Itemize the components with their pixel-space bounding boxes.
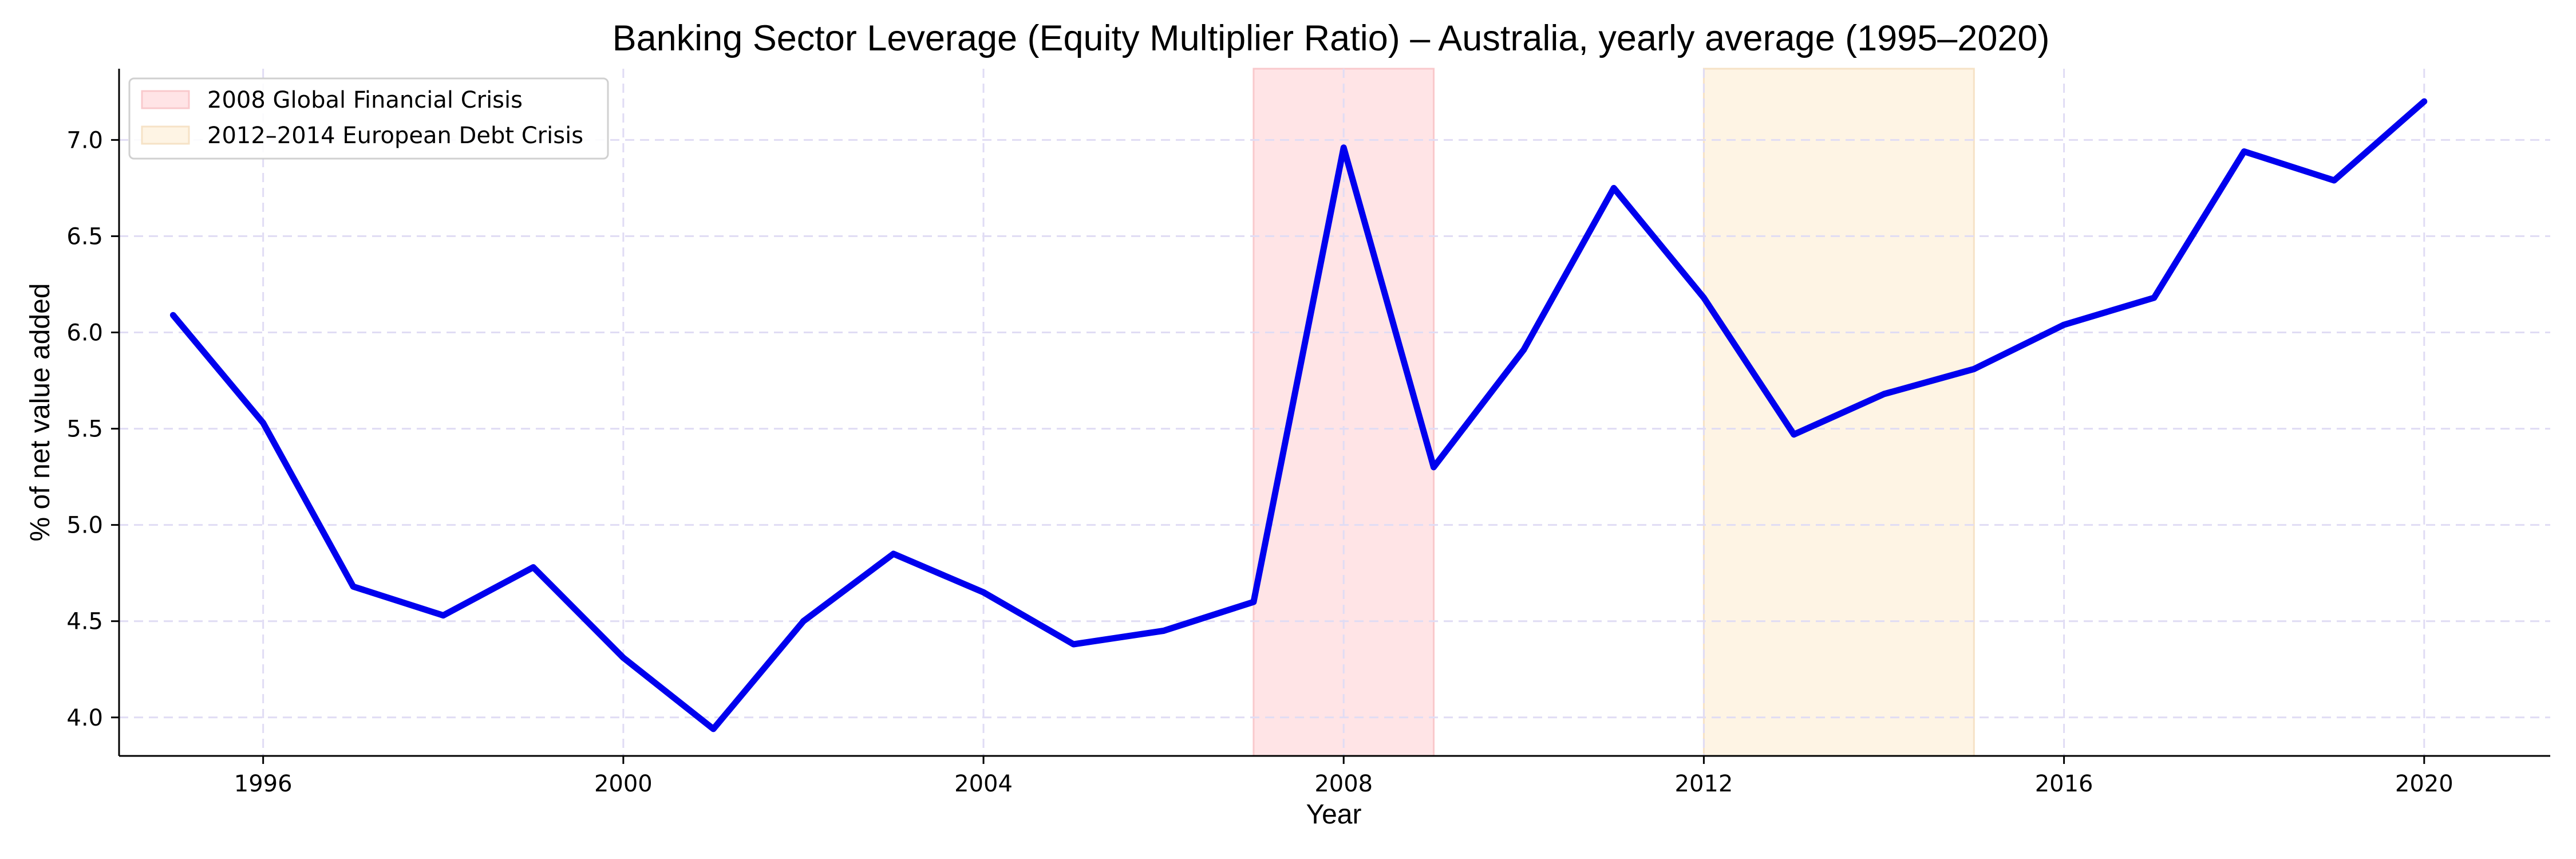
legend-swatch-2 [141,125,190,145]
y-tick-label-6: 7.0 [66,127,103,153]
legend: 2008 Global Financial Crisis 2012–2014 Eu… [128,77,609,160]
x-tick-label-2000: 2000 [594,771,653,797]
x-axis-label: Year [1306,799,1362,830]
x-tick-label-1996: 1996 [234,771,293,797]
x-tick-label-2008: 2008 [1314,771,1373,797]
x-tick-label-2004: 2004 [954,771,1013,797]
y-tick-label-1: 4.5 [66,609,103,635]
x-tick-label-2020: 2020 [2395,771,2453,797]
axes [118,69,2550,757]
ticks: 1996 2000 2004 2008 2012 2016 2020 4.0 4.5 5.0 5.5… [66,127,2453,797]
series-layer [169,98,2428,732]
x-tick-label-2016: 2016 [2035,771,2093,797]
legend-swatch-1 [141,90,190,109]
y-tick-label-4: 6.0 [66,320,103,346]
y-tick-label-3: 5.5 [66,416,103,443]
shaded-regions [1253,68,1975,757]
chart-title: Banking Sector Leverage (Equity Multipli… [613,18,2050,58]
legend-box [128,77,609,160]
y-tick-label-2: 5.0 [66,513,103,539]
legend-label-2: 2012–2014 European Debt Crisis [207,123,583,149]
x-tick-label-2012: 2012 [1675,771,1733,797]
series-line-1 [169,98,2428,732]
y-tick-label-5: 6.5 [66,223,103,250]
legend-label-1: 2008 Global Financial Crisis [207,87,523,113]
y-tick-label-0: 4.0 [66,705,103,731]
y-axis-label: % of net value added [25,283,56,541]
